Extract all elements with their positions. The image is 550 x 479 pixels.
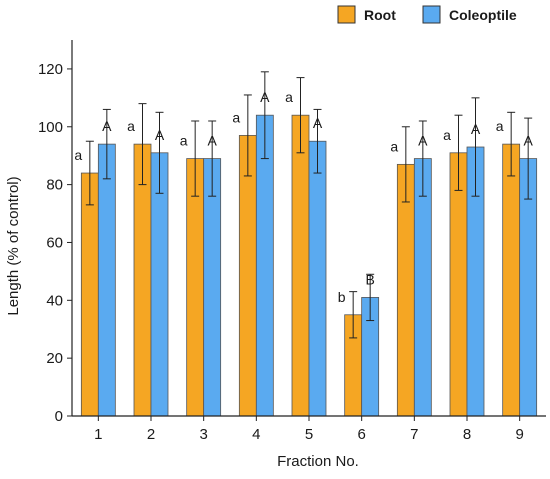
bar-root-5 <box>291 114 310 417</box>
significance-label-root-4: a <box>232 109 240 125</box>
significance-label-coleoptile-2: A <box>155 127 165 143</box>
bar-coleoptile-3 <box>203 158 222 417</box>
x-tick-label-3: 3 <box>199 426 207 443</box>
y-tick-label-20: 20 <box>46 350 63 367</box>
significance-label-root-9: a <box>496 118 504 134</box>
x-axis-title: Fraction No. <box>277 453 359 470</box>
bar-coleoptile-4 <box>255 114 274 417</box>
bar-root-1 <box>80 172 99 417</box>
x-tick-label-2: 2 <box>147 426 155 443</box>
significance-label-coleoptile-8: A <box>471 121 481 137</box>
significance-label-root-1: a <box>74 147 82 163</box>
significance-label-coleoptile-1: A <box>102 118 112 134</box>
y-tick-label-100: 100 <box>38 119 63 136</box>
significance-label-coleoptile-6: B <box>365 271 374 287</box>
significance-label-coleoptile-5: A <box>313 115 323 131</box>
bar-root-8 <box>449 152 468 417</box>
significance-label-coleoptile-9: A <box>523 133 533 149</box>
bar-coleoptile-5 <box>308 140 327 417</box>
significance-label-coleoptile-7: A <box>418 133 428 149</box>
x-tick-label-9: 9 <box>515 426 523 443</box>
y-axis-title: Length (% of control) <box>5 176 22 315</box>
bar-coleoptile-7 <box>413 158 432 417</box>
x-tick-label-6: 6 <box>357 426 365 443</box>
bar-coleoptile-1 <box>97 143 116 417</box>
y-tick-label-120: 120 <box>38 61 63 78</box>
legend: Root Coleoptile <box>337 5 517 24</box>
legend-swatch-root <box>337 5 356 24</box>
significance-label-root-8: a <box>443 127 451 143</box>
bar-root-4 <box>238 135 257 417</box>
x-tick-label-1: 1 <box>94 426 102 443</box>
significance-label-root-2: a <box>127 118 135 134</box>
significance-label-coleoptile-4: A <box>260 89 270 105</box>
y-tick-label-80: 80 <box>46 177 63 194</box>
significance-label-root-5: a <box>285 89 293 105</box>
significance-label-root-6: b <box>338 289 346 305</box>
x-tick-label-8: 8 <box>463 426 471 443</box>
significance-label-root-7: a <box>390 138 398 154</box>
x-tick-label-4: 4 <box>252 426 260 443</box>
x-tick-label-7: 7 <box>410 426 418 443</box>
y-tick-label-40: 40 <box>46 292 63 309</box>
bar-root-3 <box>186 158 205 417</box>
bar-root-9 <box>502 143 521 417</box>
significance-label-coleoptile-3: A <box>207 133 217 149</box>
legend-swatch-coleoptile <box>422 5 441 24</box>
legend-label-root: Root <box>364 7 396 23</box>
legend-label-coleoptile: Coleoptile <box>449 7 517 23</box>
significance-label-root-3: a <box>180 133 188 149</box>
y-tick-label-0: 0 <box>55 408 63 425</box>
x-tick-label-5: 5 <box>305 426 313 443</box>
y-tick-label-60: 60 <box>46 234 63 251</box>
